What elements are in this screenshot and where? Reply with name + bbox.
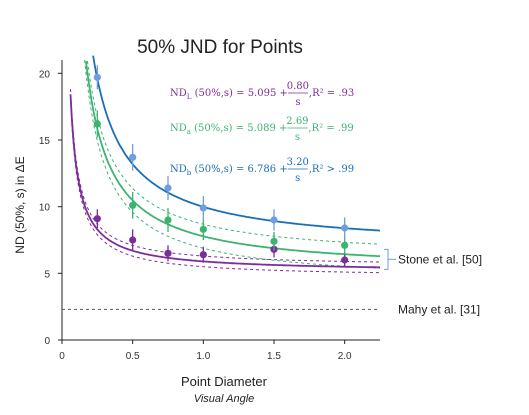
chart-title: 50% JND for Points: [137, 37, 303, 58]
equation-tail-a: ,R² = .99: [308, 123, 353, 134]
equation-a: NDa (50%,s) = 5.089 + 2.69 s ,R² = .99: [170, 116, 354, 143]
data-point-b: [129, 153, 137, 161]
stone-bracket: [384, 248, 389, 270]
equation-lhs-L: NDL (50%,s) = 5.095 +: [170, 88, 288, 101]
x-tick-label: 1.0: [196, 351, 210, 362]
equation-tail-b: ,R² > .99: [309, 164, 354, 175]
data-point-b: [341, 224, 349, 232]
equation-denominator-a: s: [295, 132, 300, 143]
data-point-a: [270, 237, 278, 245]
bound-curve-L: [70, 99, 381, 274]
x-tick-label: 2.0: [338, 351, 352, 362]
data-point-b: [164, 184, 172, 192]
fit-curve-L: [69, 94, 380, 269]
equation-numerator-a: 2.69: [286, 116, 308, 127]
mahy-label: Mahy et al. [31]: [398, 302, 480, 316]
equation-b: NDb (50%,s) = 6.786 + 3.20 s ,R² > .99: [170, 157, 354, 184]
data-point-a: [199, 225, 207, 233]
data-point-L: [164, 249, 172, 257]
equation-lhs-a: NDa (50%,s) = 5.089 +: [170, 123, 287, 136]
equation-lhs-b: NDb (50%,s) = 6.786 +: [170, 164, 288, 177]
bound-curve-a: [84, 59, 381, 269]
y-tick-label: 5: [44, 269, 50, 280]
data-point-b: [199, 204, 207, 212]
x-tick-label: 0: [59, 351, 65, 362]
equation-L: NDL (50%,s) = 5.095 + 0.80 s ,R² = .93: [170, 81, 354, 108]
stone-label: Stone et al. [50]: [398, 252, 482, 266]
y-tick-label: 15: [39, 136, 51, 147]
y-tick-label: 20: [39, 69, 51, 80]
equation-numerator-b: 3.20: [287, 157, 309, 168]
equation-numerator-L: 0.80: [287, 81, 309, 92]
data-point-L: [199, 251, 207, 259]
equation-denominator-L: s: [295, 97, 300, 108]
equation-denominator-b: s: [295, 173, 300, 184]
y-axis-label: ND (50%, s) in ΔE: [13, 156, 27, 253]
data-point-b: [270, 216, 278, 224]
bound-curve-L: [70, 88, 380, 263]
data-point-b: [93, 73, 101, 81]
bound-curve-a: [86, 60, 381, 245]
data-point-a: [93, 120, 101, 128]
data-point-L: [341, 256, 349, 264]
data-point-a: [129, 201, 137, 209]
equation-tail-L: ,R² = .93: [309, 88, 354, 99]
data-point-a: [341, 241, 349, 249]
x-axis-sublabel: Visual Angle: [194, 393, 255, 405]
x-tick-label: 0.5: [126, 351, 140, 362]
y-tick-label: 10: [39, 203, 51, 214]
data-point-L: [93, 215, 101, 223]
data-point-L: [129, 236, 137, 244]
y-tick-label: 0: [44, 336, 50, 347]
plot-area: 0 0.5 1.0 1.5 2.0 0 5 10 15 20 NDL (50%,s) = 5.095…: [39, 55, 482, 362]
x-tick-label: 1.5: [267, 351, 281, 362]
data-point-a: [164, 216, 172, 224]
fit-curve-b: [92, 55, 381, 232]
x-axis-label: Point Diameter: [181, 374, 268, 389]
